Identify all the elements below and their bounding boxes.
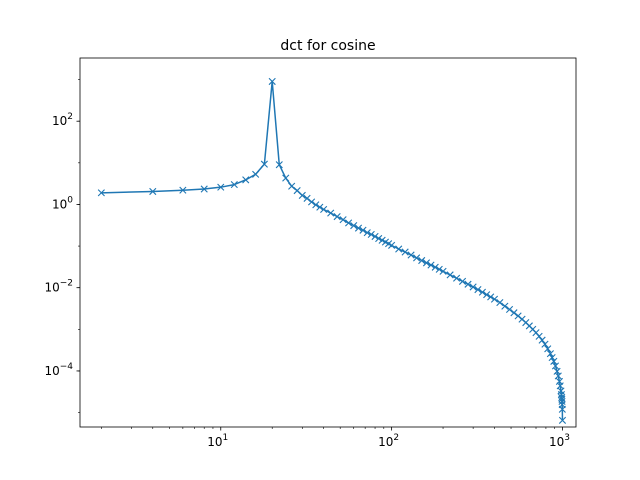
data-point-marker bbox=[478, 288, 487, 296]
y-tick-label: 102 bbox=[52, 112, 73, 128]
data-point-marker bbox=[320, 205, 328, 214]
data-point-marker bbox=[97, 189, 105, 197]
data-point-marker bbox=[501, 302, 509, 310]
data-point-marker bbox=[458, 277, 467, 285]
data-point-marker bbox=[316, 203, 324, 211]
data-point-marker bbox=[505, 305, 514, 314]
data-point-marker bbox=[333, 213, 341, 221]
data-point-marker bbox=[558, 395, 566, 403]
axis-ticks: 101 102 103 10−4 10−2 100 102 bbox=[44, 79, 570, 449]
data-point-marker bbox=[359, 226, 367, 234]
data-point-marker bbox=[553, 367, 561, 375]
data-point-marker bbox=[551, 362, 560, 370]
data-point-marker bbox=[431, 263, 439, 271]
data-point-marker bbox=[350, 222, 358, 230]
data-point-marker bbox=[179, 186, 187, 194]
data-point-marker bbox=[149, 187, 157, 196]
plot-frame bbox=[79, 57, 577, 428]
data-point-marker bbox=[288, 182, 296, 190]
x-tick-label: 103 bbox=[549, 433, 570, 449]
data-point-marker bbox=[388, 241, 396, 249]
data-point-marker bbox=[558, 405, 566, 413]
data-point-marker bbox=[339, 216, 347, 224]
data-point-marker bbox=[363, 229, 371, 237]
data-point-marker bbox=[307, 198, 316, 206]
data-point-marker bbox=[418, 256, 426, 265]
data-point-marker bbox=[548, 353, 556, 362]
data-point-marker bbox=[446, 271, 454, 279]
data-point-marker bbox=[345, 219, 353, 227]
data-point-marker bbox=[558, 397, 566, 406]
data-point-marker bbox=[535, 332, 543, 340]
data-point-marker bbox=[354, 224, 363, 232]
data-point-marker bbox=[544, 345, 552, 353]
data-point-marker bbox=[327, 209, 335, 217]
data-point-marker bbox=[242, 176, 250, 184]
data-point-marker bbox=[538, 336, 546, 344]
data-point-marker bbox=[487, 293, 495, 301]
data-point-marker bbox=[422, 259, 431, 267]
data-point-marker bbox=[439, 267, 447, 275]
y-tick-label: 10−2 bbox=[44, 279, 73, 295]
data-point-marker bbox=[230, 181, 238, 189]
data-point-marker bbox=[200, 185, 208, 193]
data-point-marker bbox=[252, 170, 260, 178]
data-point-marker bbox=[483, 291, 491, 299]
data-point-marker bbox=[435, 265, 443, 273]
data-point-marker bbox=[367, 230, 375, 239]
y-tick-label: 100 bbox=[52, 195, 73, 211]
data-point-marker bbox=[474, 286, 482, 294]
data-point-marker bbox=[464, 280, 472, 288]
data-point-marker bbox=[427, 261, 435, 269]
data-point-marker bbox=[312, 201, 320, 209]
data-point-marker bbox=[452, 274, 461, 282]
data-point-marker bbox=[490, 295, 499, 303]
data-point-marker bbox=[558, 416, 567, 424]
data-point-marker bbox=[275, 161, 283, 169]
data-point-marker bbox=[554, 372, 562, 380]
data-point-marker bbox=[217, 183, 225, 191]
data-point-marker bbox=[496, 298, 504, 307]
data-point-marker bbox=[268, 77, 276, 86]
data-point-marker bbox=[282, 174, 290, 182]
data-point-marker bbox=[510, 309, 518, 317]
data-point-marker bbox=[401, 248, 409, 256]
data-point-marker bbox=[375, 234, 383, 243]
data-point-marker bbox=[550, 357, 558, 365]
data-point-marker bbox=[378, 236, 386, 244]
data-point-marker bbox=[298, 191, 306, 199]
x-tick-label: 102 bbox=[378, 433, 399, 449]
data-point-marker bbox=[469, 283, 477, 291]
data-point-marker bbox=[541, 340, 549, 348]
data-point-marker bbox=[546, 350, 555, 358]
x-tick-label: 101 bbox=[207, 433, 228, 449]
chart-title: dct for cosine bbox=[280, 38, 375, 54]
data-point-marker bbox=[371, 232, 379, 241]
data-series bbox=[97, 77, 567, 424]
data-point-marker bbox=[260, 160, 268, 168]
data-point-marker bbox=[412, 254, 421, 262]
data-point-marker bbox=[407, 251, 415, 259]
data-point-marker bbox=[395, 245, 403, 253]
y-tick-label: 10−4 bbox=[44, 362, 73, 378]
data-point-marker bbox=[303, 194, 311, 202]
